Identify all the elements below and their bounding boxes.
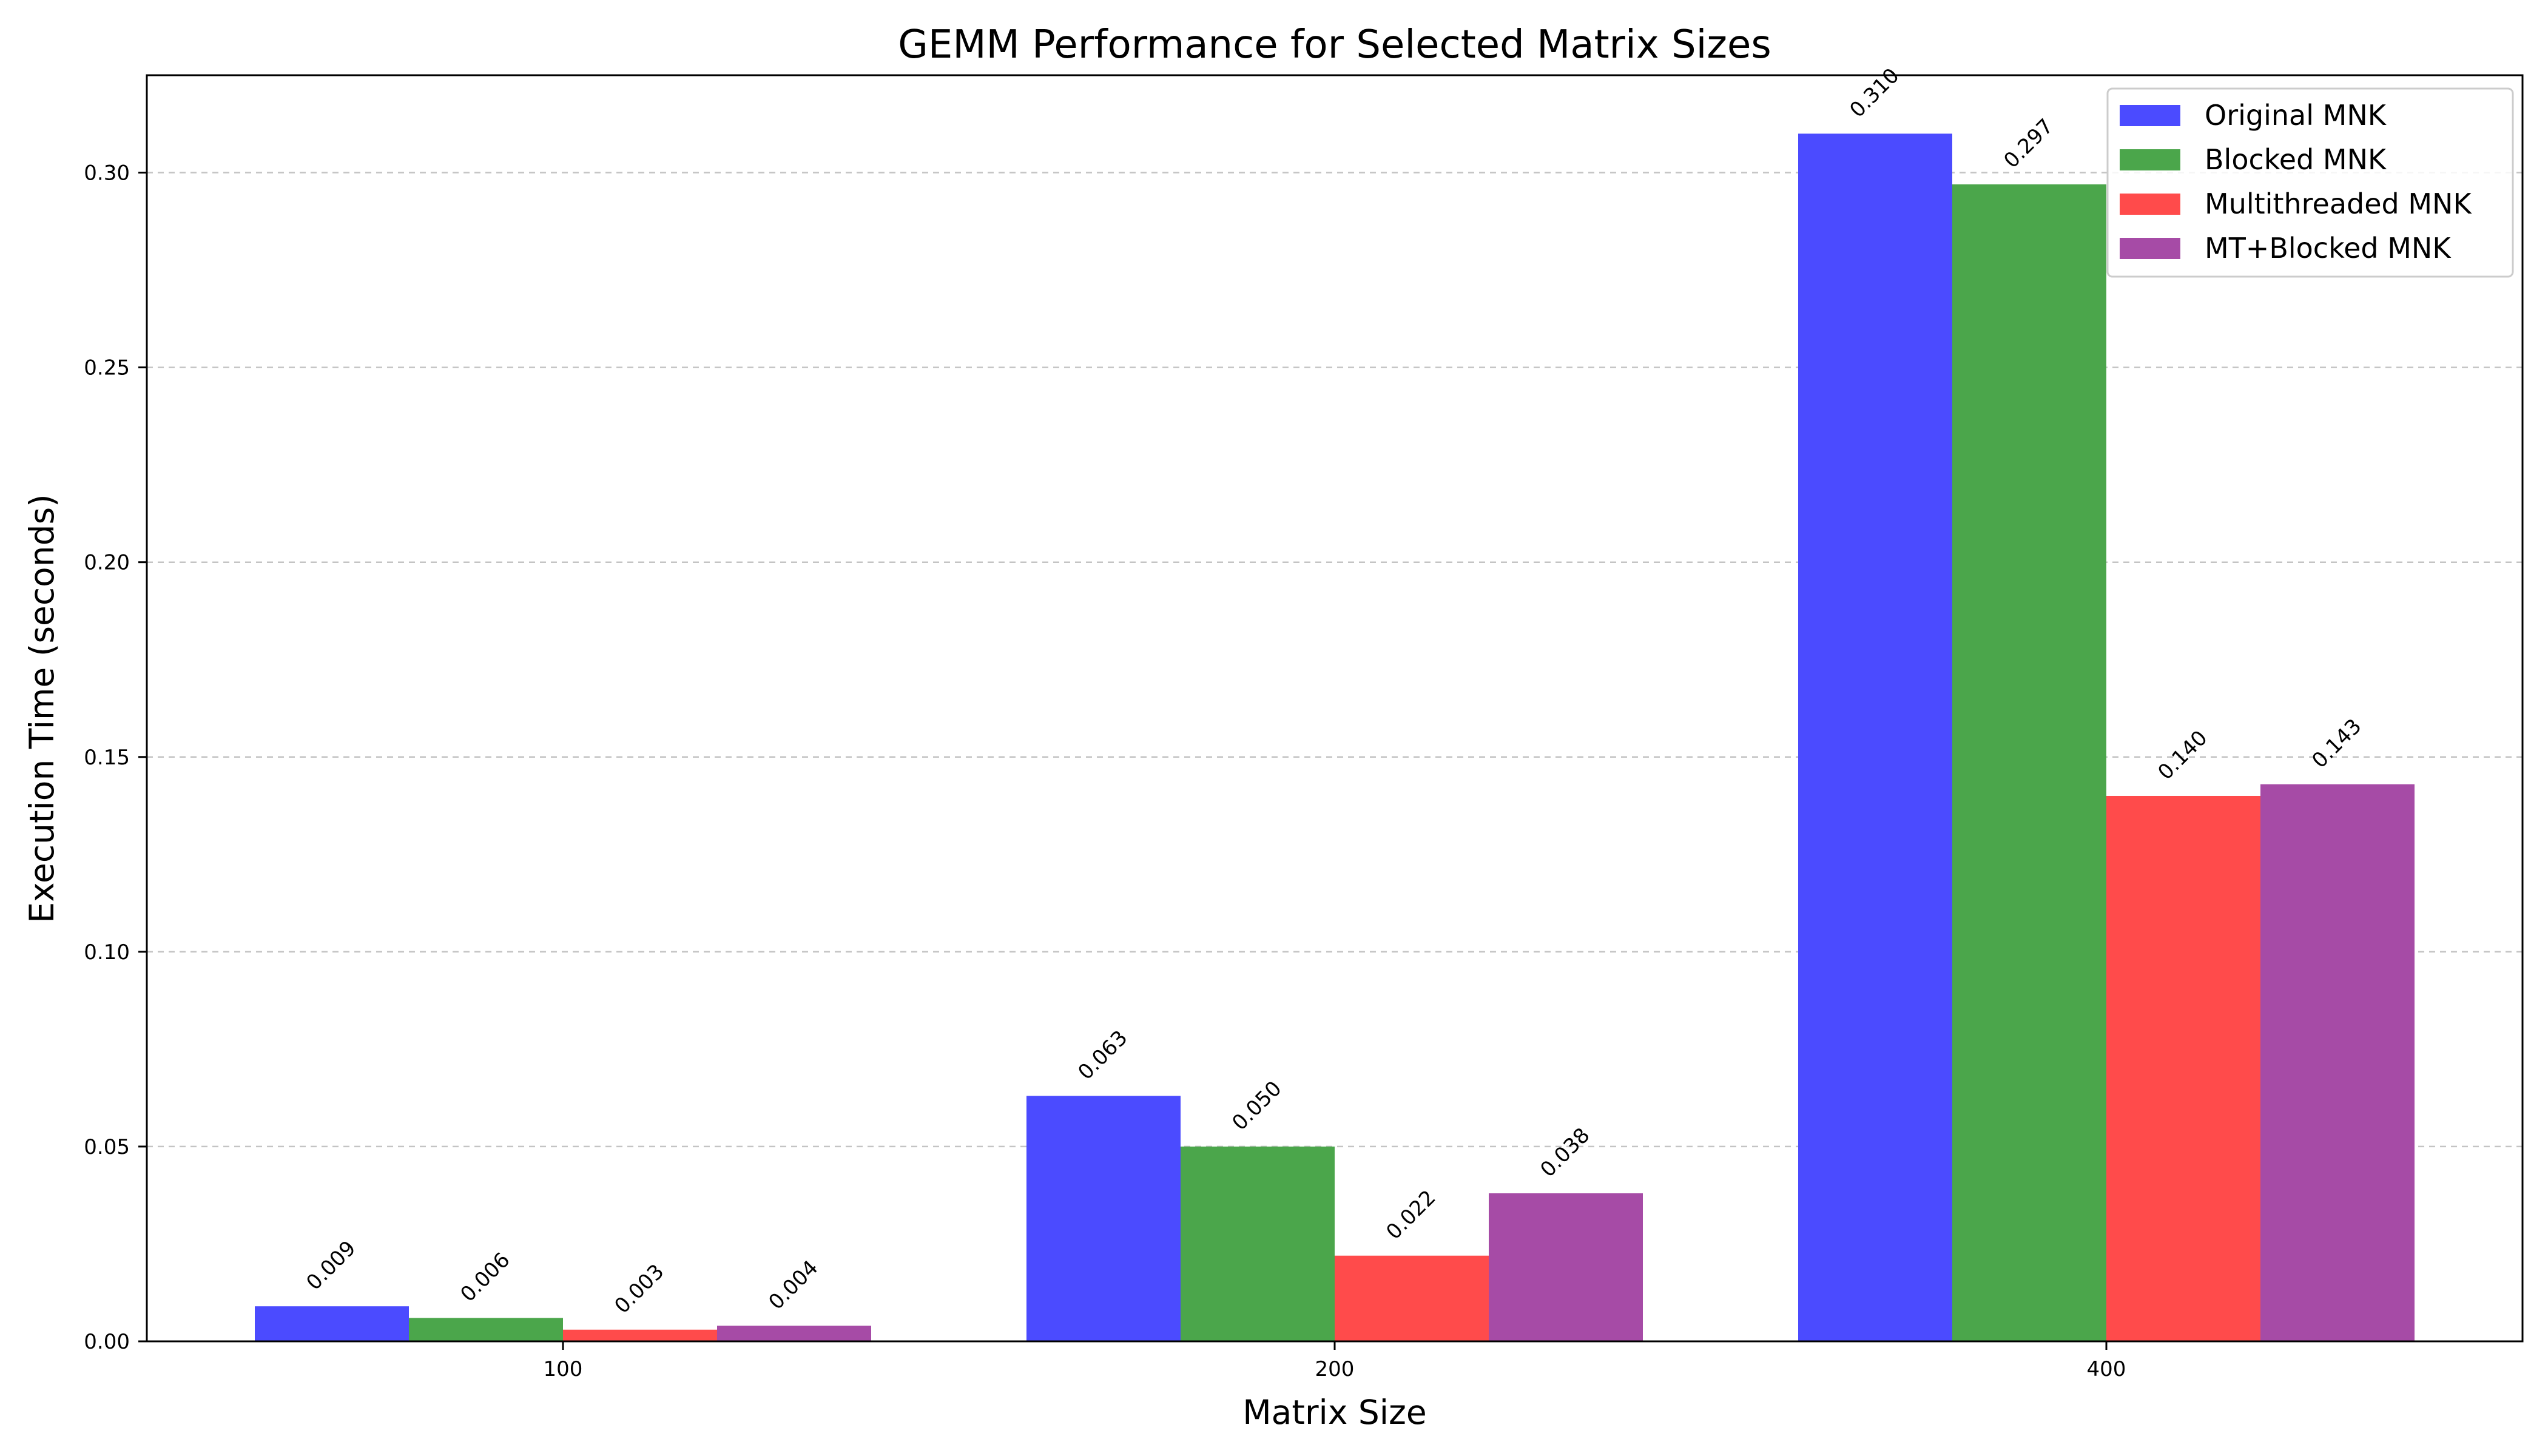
bar-mt-blocked-mnk-100 xyxy=(717,1326,871,1341)
bars xyxy=(255,133,2415,1341)
y-tick-label: 0.15 xyxy=(84,746,130,770)
bar-mt-blocked-mnk-400 xyxy=(2260,784,2415,1341)
x-axis-title: Matrix Size xyxy=(1242,1393,1427,1432)
y-axis-ticks: 0.00 0.05 0.10 0.15 0.20 0.25 0.30 xyxy=(84,161,147,1354)
x-tick-label: 200 xyxy=(1315,1357,1355,1381)
y-axis-title: Execution Time (seconds) xyxy=(22,494,61,923)
legend-swatch xyxy=(2120,149,2180,170)
legend-label: Blocked MNK xyxy=(2205,143,2387,176)
y-tick-label: 0.20 xyxy=(84,551,130,575)
bar-blocked-mnk-400 xyxy=(1952,184,2106,1341)
x-tick-label: 100 xyxy=(544,1357,583,1381)
bar-multithreaded-mnk-100 xyxy=(563,1329,717,1341)
legend-label: Original MNK xyxy=(2205,99,2387,132)
legend-swatch xyxy=(2120,194,2180,215)
bar-original-mnk-400 xyxy=(1798,133,1952,1341)
legend-swatch xyxy=(2120,238,2180,259)
y-tick-label: 0.10 xyxy=(84,940,130,965)
legend-label: MT+Blocked MNK xyxy=(2205,232,2452,265)
legend-box xyxy=(2106,87,2514,278)
bar-blocked-mnk-100 xyxy=(409,1318,563,1341)
legend-swatch xyxy=(2120,105,2180,126)
y-tick-label: 0.05 xyxy=(84,1135,130,1159)
bar-multithreaded-mnk-400 xyxy=(2106,795,2260,1341)
bar-original-mnk-200 xyxy=(1026,1096,1181,1341)
chart-title: GEMM Performance for Selected Matrix Siz… xyxy=(898,22,1771,67)
bar-blocked-mnk-200 xyxy=(1181,1146,1335,1341)
y-tick-label: 0.30 xyxy=(84,161,130,186)
y-tick-label: 0.25 xyxy=(84,356,130,380)
bar-multithreaded-mnk-200 xyxy=(1335,1255,1489,1341)
bar-mt-blocked-mnk-200 xyxy=(1489,1193,1643,1341)
legend-label: Multithreaded MNK xyxy=(2205,187,2472,220)
x-axis-ticks: 100 200 400 xyxy=(544,1341,2126,1381)
x-tick-label: 400 xyxy=(2087,1357,2126,1381)
legend: Original MNK Blocked MNK Multithreaded MNK… xyxy=(2106,87,2514,278)
bar-original-mnk-100 xyxy=(255,1306,409,1341)
y-tick-label: 0.00 xyxy=(84,1330,130,1354)
